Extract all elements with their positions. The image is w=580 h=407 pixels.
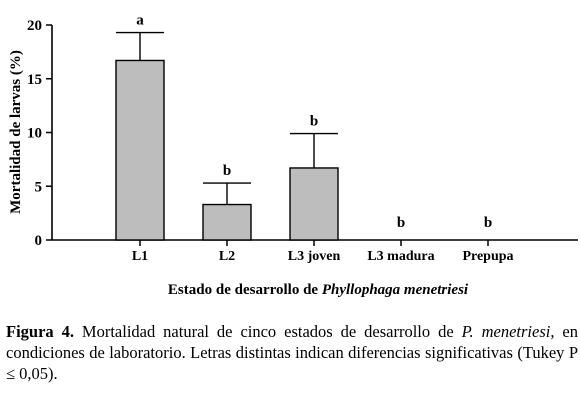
significance-label: b bbox=[310, 114, 318, 130]
x-tick-label: Prepupa bbox=[462, 249, 513, 264]
significance-label: b bbox=[223, 163, 231, 179]
bar bbox=[289, 167, 339, 241]
y-tick-label: 15 bbox=[27, 72, 42, 88]
y-tick-label: 0 bbox=[35, 233, 43, 249]
caption-text-1: Mortalidad natural de cinco estados de d… bbox=[73, 322, 462, 341]
y-tick-label: 10 bbox=[27, 126, 42, 142]
x-tick-label: L3 joven bbox=[288, 249, 341, 264]
caption-species: P. menetriesi bbox=[461, 322, 551, 341]
y-ticks: 0 5 10 15 20 bbox=[27, 18, 52, 249]
significance-label: b bbox=[397, 215, 405, 231]
x-ticks: L1 L2 L3 joven L3 madura Prepupa bbox=[132, 240, 514, 264]
bar bbox=[202, 203, 252, 241]
x-axis-title: Estado de desarrollo de Phyllophaga mene… bbox=[168, 282, 469, 298]
y-axis-title: Mortalidad de larvas (%) bbox=[8, 50, 24, 214]
caption-text-2: , en condiciones de laboratorio. Letras … bbox=[6, 322, 578, 383]
figure-caption: Figura 4. Mortalidad natural de cinco es… bbox=[6, 321, 578, 384]
significance-label: a bbox=[136, 13, 144, 29]
bar-chart: 0 5 10 15 20 a b b b b L1 L2 L3 joven L3 madura Prep… bbox=[8, 13, 578, 298]
x-tick-label: L3 madura bbox=[367, 249, 434, 264]
x-axis-title-plain: Estado de desarrollo de bbox=[168, 282, 322, 298]
bar bbox=[115, 59, 165, 241]
y-tick-label: 20 bbox=[27, 18, 42, 34]
bars: a b b b b bbox=[115, 13, 492, 241]
significance-label: b bbox=[484, 215, 492, 231]
y-tick-label: 5 bbox=[35, 179, 43, 195]
x-tick-label: L2 bbox=[219, 249, 235, 264]
x-tick-label: L1 bbox=[132, 249, 148, 264]
x-axis-title-italic: Phyllophaga menetriesi bbox=[322, 282, 469, 298]
caption-label: Figura 4. bbox=[6, 322, 74, 341]
